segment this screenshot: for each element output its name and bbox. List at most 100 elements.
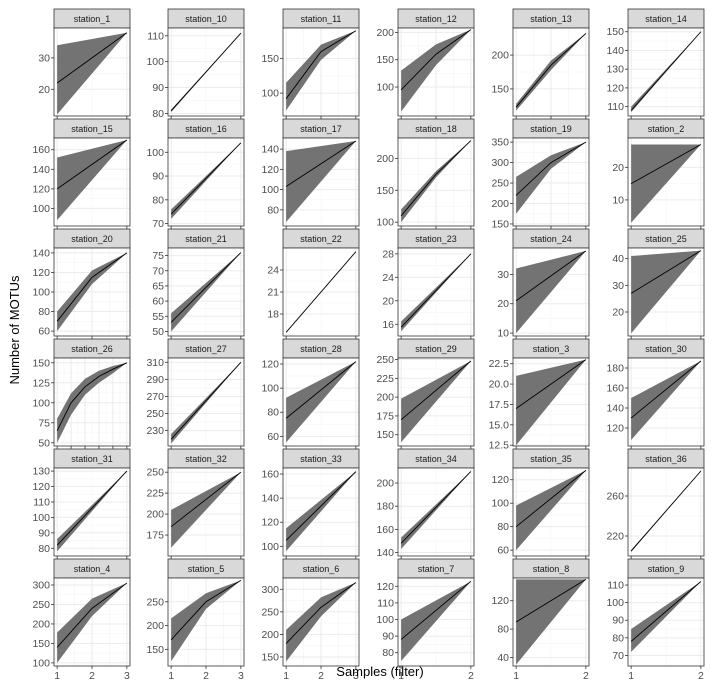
y-tick-label: 100 [376, 217, 394, 229]
facet-strip-label: station_8 [533, 564, 570, 574]
rarefaction-curve [400, 140, 472, 217]
y-tick-label: 250 [146, 596, 164, 608]
x-tick-label: 3 [353, 670, 359, 682]
y-tick-label: 150 [146, 644, 164, 656]
facet-station_20: station_206080100120140123 [32, 228, 131, 352]
facet-station_16: station_1670809010012 [146, 118, 245, 242]
y-tick-label: 80 [152, 194, 164, 206]
confidence-ribbon [516, 142, 586, 214]
y-tick-label: 150 [261, 53, 279, 65]
x-tick-label: 1 [168, 670, 174, 682]
x-tick-label: 3 [238, 670, 244, 682]
facet-strip-label: station_14 [645, 14, 687, 24]
y-tick-label: 80 [382, 647, 394, 659]
confidence-ribbon [171, 362, 241, 444]
rarefaction-curve [285, 140, 357, 187]
x-tick-label: 1 [398, 670, 404, 682]
y-tick-label: 60 [267, 431, 279, 443]
facet-strip-label: station_27 [185, 344, 227, 354]
rarefaction-curve [400, 471, 472, 544]
facet-strip-label: station_20 [71, 234, 113, 244]
confidence-ribbon [631, 581, 701, 652]
y-tick-label: 40 [497, 652, 509, 664]
y-tick-label: 100 [376, 82, 394, 94]
y-tick-label: 120 [491, 474, 509, 486]
panel-border [167, 27, 245, 117]
facet-station_15: station_1510012014016012 [32, 118, 131, 242]
rarefaction-curve [56, 32, 128, 84]
rarefaction-curve [170, 252, 242, 323]
facet-station_2: station_2102012 [612, 118, 705, 242]
x-tick-label: 1 [628, 670, 634, 682]
panel-border [167, 247, 245, 337]
y-tick-label: 100 [32, 397, 50, 409]
y-tick-label: 150 [491, 218, 509, 230]
rarefaction-curve [400, 580, 472, 640]
panel-border [397, 247, 475, 337]
rarefaction-curve [515, 359, 587, 409]
confidence-ribbon [401, 471, 471, 550]
y-tick-label: 120 [376, 581, 394, 593]
facet-panels: station_1203012station_10809010011012sta… [32, 8, 705, 682]
rarefaction-curve [170, 32, 242, 112]
facet-strip-label: station_19 [530, 124, 572, 134]
y-tick-label: 200 [376, 392, 394, 404]
y-tick-label: 160 [606, 383, 624, 395]
facet-strip-label: station_35 [530, 454, 572, 464]
panel-border [53, 137, 131, 227]
y-tick-label: 300 [32, 580, 50, 592]
y-tick-label: 80 [267, 204, 279, 216]
y-tick-label: 100 [32, 287, 50, 299]
panel-border [282, 467, 360, 557]
y-tick-label: 140 [261, 493, 279, 505]
facet-station_29: station_2915017520022525012 [376, 338, 475, 462]
rarefaction-curve [170, 361, 242, 440]
facet-station_1: station_1203012 [38, 8, 131, 132]
facet-station_6: station_6 150 200 250 300 1 2 3 [261, 558, 360, 682]
rarefaction-curve [400, 29, 472, 91]
y-tick-label: 150 [32, 638, 50, 650]
y-tick-label: 100 [376, 614, 394, 626]
confidence-ribbon [631, 361, 701, 440]
facet-station_35: station_35608010012012 [491, 448, 590, 572]
facet-station_7: station_7 80 90 100 110 120 1 2 [376, 558, 475, 682]
y-tick-label: 28 [382, 248, 394, 260]
y-tick-label: 120 [491, 595, 509, 607]
y-tick-label: 20.0 [489, 379, 510, 391]
confidence-ribbon [401, 253, 471, 332]
y-tick-label: 160 [261, 469, 279, 481]
y-tick-label: 110 [607, 101, 624, 113]
confidence-ribbon [286, 141, 356, 222]
y-tick-label: 21 [267, 287, 279, 299]
facet-strip-label: station_13 [530, 14, 572, 24]
y-tick-label: 20 [497, 298, 509, 310]
y-tick-label: 250 [261, 606, 279, 618]
y-tick-label: 225 [146, 488, 164, 500]
confidence-ribbon [286, 582, 356, 662]
facet-station_34: station_3414016018020012 [376, 448, 475, 572]
facet-station_36: station_3622026012 [606, 448, 705, 572]
y-tick-label: 100 [261, 383, 279, 395]
rarefaction-curve [515, 141, 587, 196]
y-tick-label: 120 [32, 267, 50, 279]
y-tick-label: 180 [376, 501, 394, 513]
rarefaction-curve [400, 360, 472, 421]
y-tick-label: 120 [32, 183, 50, 195]
y-tick-label: 70 [152, 218, 164, 230]
rarefaction-curve [630, 470, 702, 552]
x-tick-label: 1 [54, 670, 60, 682]
panel-border [53, 467, 131, 557]
confidence-ribbon [631, 250, 701, 334]
facet-station_24: station_2410203012 [497, 228, 590, 352]
y-tick-label: 160 [376, 524, 394, 536]
rarefaction-curve [285, 30, 357, 99]
rarefaction-curve [515, 469, 587, 528]
facet-strip-label: station_5 [188, 564, 225, 574]
y-tick-label: 300 [261, 584, 279, 596]
y-tick-label: 110 [377, 597, 394, 609]
confidence-ribbon [401, 29, 471, 112]
y-tick-label: 120 [32, 481, 50, 493]
facet-strip-label: station_33 [300, 454, 342, 464]
rarefaction-curve [285, 361, 357, 419]
x-tick-label: 3 [124, 670, 130, 682]
